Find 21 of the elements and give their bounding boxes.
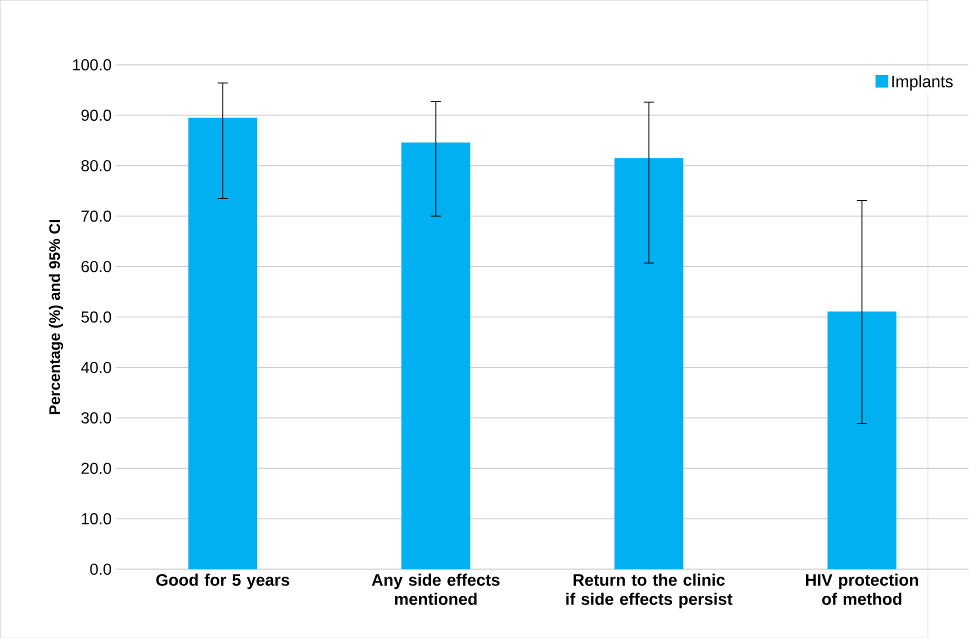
y-tick-label: 100.0	[73, 59, 112, 70]
bar	[401, 142, 470, 570]
y-tick-label: 20.0	[82, 462, 112, 474]
x-tick-label: Good for 5 years	[156, 574, 290, 589]
y-tick-label: 90.0	[81, 109, 112, 121]
bar	[188, 118, 258, 570]
y-axis-title: Percentage (%) and 95% CI	[48, 220, 64, 414]
y-tick-label: 70.0	[82, 210, 112, 222]
y-tick-label: 80.0	[81, 160, 112, 172]
y-tick-label: 30.0	[81, 412, 112, 424]
x-tick-label: HIV protection of method	[806, 574, 918, 605]
bar	[614, 158, 684, 570]
bar	[828, 311, 896, 570]
x-tick-label: Return to the clinic if side effects persist	[566, 574, 732, 608]
x-tick-label: Any side effects mentioned	[372, 574, 500, 605]
y-tick-label: 0.0	[90, 563, 112, 575]
y-tick-label: 10.0	[82, 512, 112, 524]
legend-label: Implants	[892, 75, 953, 90]
y-tick-label: 60.0	[82, 260, 112, 272]
y-tick-label: 40.0	[81, 362, 112, 373]
y-tick-label: 50.0	[81, 311, 112, 322]
